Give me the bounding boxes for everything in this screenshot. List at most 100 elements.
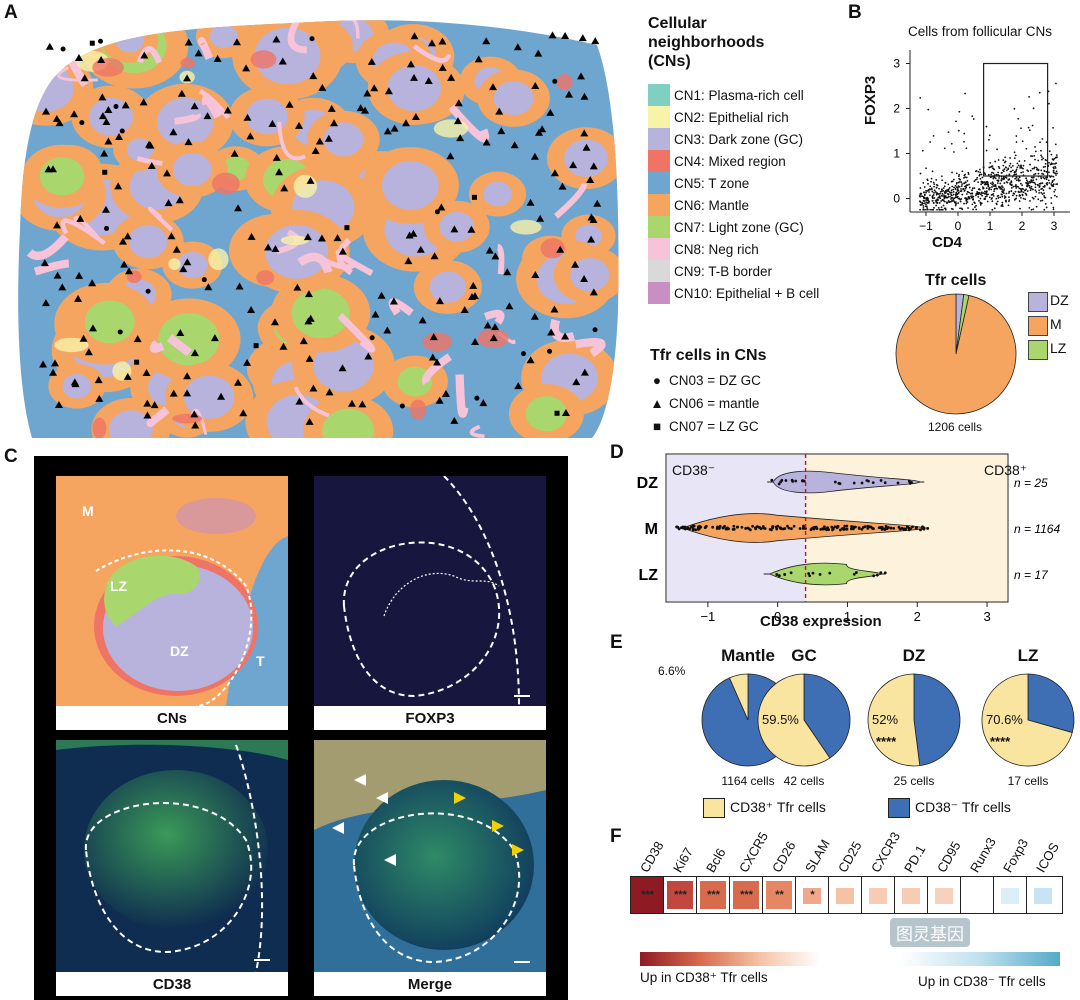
- neg-rich-strand: [198, 89, 231, 120]
- scatter-point: [1014, 177, 1017, 180]
- up-pos-label: Up in CD38⁺ Tfr cells: [640, 970, 768, 985]
- heatmap-stars: ***: [740, 889, 753, 901]
- gc-region: [575, 224, 602, 248]
- scatter-point: [947, 199, 950, 202]
- tfr-mantle-marker: [88, 324, 97, 332]
- neg-rich-strand: [201, 94, 223, 119]
- tfr-mantle-marker: [230, 149, 239, 157]
- scatter-point: [1034, 150, 1037, 153]
- cd38-pie-gc: [757, 673, 851, 767]
- scatter-point: [963, 177, 965, 179]
- gc-region: [115, 28, 145, 53]
- gene-heatmap: *** *** *** *** ** *: [630, 876, 1063, 914]
- tfr-lz-marker: [102, 169, 108, 175]
- scatter-point: [948, 187, 951, 189]
- tfr-lz-marker: [253, 343, 259, 349]
- cn-legend-title: Cellular neighborhoods (CNs): [648, 14, 764, 71]
- circle-icon: ●: [652, 373, 662, 388]
- tfr-mantle-marker: [140, 51, 149, 59]
- scatter-point: [963, 189, 966, 192]
- scatter-point: [941, 195, 943, 197]
- tfr-mantle-marker: [121, 101, 130, 109]
- pie-caption: 25 cells: [893, 774, 935, 788]
- violin-n-label: n = 25: [1014, 476, 1048, 490]
- scatter-point: [1015, 135, 1018, 137]
- tfr-mantle-marker: [39, 360, 48, 368]
- scatter-ylabel: FOXP3: [862, 75, 879, 125]
- scatter-point: [979, 197, 982, 200]
- tfr-mantle-marker: [427, 39, 436, 47]
- scatter-point: [1015, 194, 1018, 197]
- tfr-mantle-marker: [424, 76, 433, 84]
- scatter-point: [1050, 153, 1053, 156]
- scatter-point: [1037, 172, 1040, 175]
- violin-n-label: n = 1164: [1014, 522, 1060, 536]
- gc-region: [570, 257, 610, 292]
- violin-point: [860, 527, 864, 531]
- scatter-point: [945, 189, 947, 192]
- scatter-point: [1006, 181, 1009, 184]
- scatter-point: [1050, 184, 1053, 187]
- mixed-region: [71, 20, 103, 21]
- scatter-point: [1031, 196, 1034, 199]
- mixed-region: [555, 20, 588, 37]
- scatter-point: [1024, 198, 1027, 201]
- scatter-point: [941, 198, 944, 201]
- mixed-region: [172, 413, 203, 424]
- tfr-mantle-marker: [390, 124, 399, 132]
- scatter-point: [971, 187, 974, 190]
- scatter-point: [991, 181, 994, 184]
- tfr-legend-swatch: [1028, 316, 1048, 336]
- violin-point: [879, 479, 883, 482]
- tfr-mantle-marker: [179, 265, 188, 273]
- scatter-point: [1002, 169, 1004, 172]
- tfr-mantle-marker: [547, 328, 556, 336]
- tfr-mantle-marker: [239, 409, 248, 417]
- tfr-mantle-marker: [338, 364, 347, 372]
- region-label-dz: DZ: [170, 643, 189, 659]
- mixed-region: [92, 417, 107, 439]
- scatter-point: [1053, 171, 1055, 174]
- scatter-point: [930, 177, 933, 180]
- scatter-point: [974, 194, 977, 197]
- violin-point: [896, 481, 900, 485]
- violin-point: [782, 527, 785, 531]
- scatter-point: [1020, 189, 1023, 192]
- tfr-mantle-marker: [272, 35, 281, 43]
- tfr-mantle-marker: [204, 283, 213, 291]
- scatter-point: [1010, 190, 1013, 193]
- heatmap-square: [935, 888, 953, 904]
- mixed-region: [256, 270, 275, 286]
- panel-label-b: B: [848, 2, 862, 23]
- scatter-point: [958, 175, 960, 178]
- scatter-point: [1038, 191, 1040, 194]
- scatter-point: [998, 167, 1001, 169]
- scatter-point: [942, 189, 945, 192]
- gc-region: [493, 81, 534, 116]
- scatter-point: [979, 177, 982, 180]
- scatter-point: [939, 190, 942, 193]
- tfr-mantle-marker: [406, 60, 415, 68]
- scatter-point: [974, 178, 977, 181]
- tfr-mantle-marker: [453, 117, 462, 125]
- violin-point: [779, 527, 783, 530]
- scatter-point: [1017, 185, 1020, 188]
- tfr-mantle-marker: [191, 421, 200, 429]
- scatter-point: [943, 194, 945, 197]
- tfr-mantle-marker: [503, 268, 512, 276]
- scatter-point: [1044, 196, 1047, 199]
- scatter-point: [923, 191, 925, 194]
- tfr-mantle-marker: [278, 57, 287, 65]
- scatter-point: [1029, 199, 1031, 202]
- scatter-point: [961, 183, 963, 185]
- heatmap-stars: ***: [641, 889, 654, 901]
- scatter-point: [1040, 177, 1043, 180]
- scatter-point: [1038, 184, 1041, 187]
- neg-rich-strand: [297, 252, 333, 274]
- tfr-mantle-marker: [370, 84, 379, 92]
- scatter-point: [947, 183, 950, 186]
- cn-legend-item: CN2: Epithelial rich: [648, 106, 848, 128]
- scatter-point: [1026, 169, 1029, 172]
- tfr-mantle-marker: [142, 369, 151, 377]
- tfr-mantle-marker: [401, 119, 410, 127]
